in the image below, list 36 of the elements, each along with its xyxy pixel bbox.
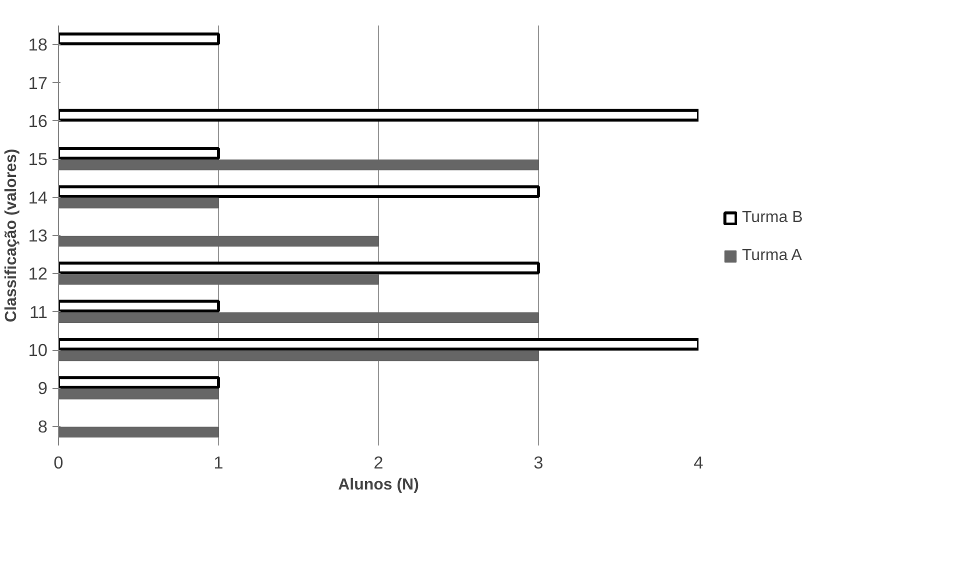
y-tick-label: 12: [28, 264, 48, 284]
y-tick-label: 13: [28, 226, 48, 246]
y-tick-label: 14: [28, 187, 48, 208]
bar: [58, 338, 698, 351]
bar: [58, 198, 219, 208]
bar: [58, 388, 219, 400]
bar: [58, 262, 540, 274]
x-tick-label: 3: [534, 452, 544, 472]
bar: [58, 312, 539, 323]
bar: [58, 426, 219, 438]
y-tick-label: 10: [28, 340, 48, 360]
bar: [58, 159, 539, 170]
bar: [58, 32, 220, 46]
y-tick-label: 16: [28, 110, 48, 131]
legend-label: Turma A: [742, 247, 802, 265]
bar: [58, 236, 379, 247]
x-tick-label: 2: [374, 452, 384, 472]
y-tick-label: 15: [28, 149, 48, 170]
y-tick-label: 9: [38, 378, 48, 398]
y-axis-title: Classificação (valores): [3, 148, 20, 322]
legend-label: Turma B: [742, 209, 803, 227]
bar: [58, 300, 220, 313]
x-tick-label: 1: [214, 452, 224, 472]
bar: [58, 274, 379, 285]
bar: [58, 350, 539, 362]
x-axis-title: Alunos (N): [338, 476, 419, 494]
y-tick-label: 18: [28, 34, 48, 55]
y-tick-label: 17: [28, 72, 48, 93]
bar: [58, 147, 220, 160]
bar: [58, 185, 540, 198]
y-tick-label: 11: [30, 302, 48, 322]
x-tick-label: 0: [54, 452, 64, 472]
bar: [58, 376, 220, 389]
x-tick-label: 4: [694, 452, 704, 472]
y-tick-label: 8: [38, 416, 48, 436]
bar: [58, 108, 698, 122]
